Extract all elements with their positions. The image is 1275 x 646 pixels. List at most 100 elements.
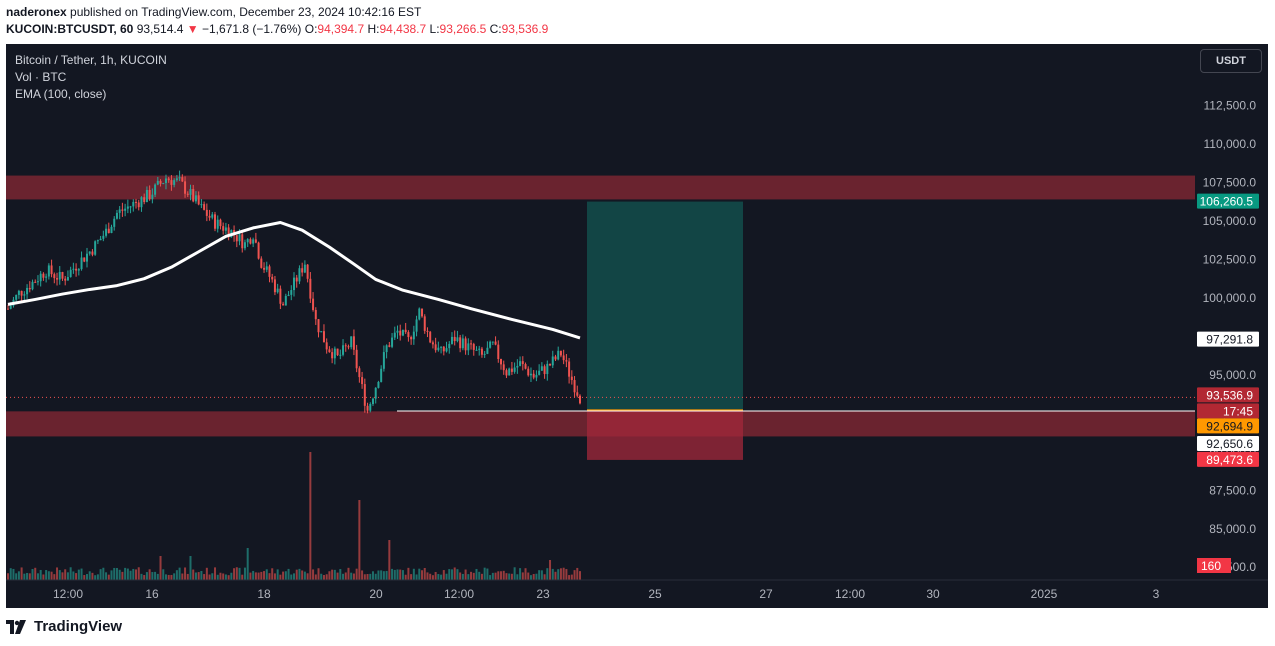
candle-body — [565, 360, 568, 362]
candle-body — [164, 178, 167, 184]
volume-bar — [576, 567, 579, 580]
volume-legend[interactable]: Vol · BTC — [15, 70, 67, 84]
publisher-name[interactable]: naderonex — [6, 5, 67, 19]
candle-body — [388, 345, 391, 347]
candle-body — [489, 341, 492, 348]
candle-body — [301, 268, 304, 273]
candle-body — [467, 343, 470, 351]
candle-body — [374, 387, 377, 399]
volume-bar — [227, 575, 230, 580]
candle-body — [58, 272, 61, 280]
resistance-zone — [6, 175, 1195, 200]
volume-bar — [510, 573, 513, 580]
candle-body — [491, 341, 494, 343]
volume-bar — [203, 574, 206, 580]
candle-body — [282, 303, 285, 306]
candle-body — [208, 215, 211, 218]
candle-body — [20, 290, 23, 296]
volume-bar — [222, 573, 225, 580]
volume-bar — [252, 570, 255, 580]
volume-bar — [382, 571, 385, 580]
candle-body — [385, 345, 388, 353]
volume-bar — [88, 571, 91, 580]
volume-bar — [246, 548, 249, 580]
currency-button[interactable]: USDT — [1200, 49, 1262, 73]
volume-bar — [56, 567, 59, 580]
candle-body — [350, 336, 353, 348]
volume-bar — [352, 573, 355, 580]
candle-body — [459, 337, 462, 349]
price-tick-label: 110,000.0 — [1204, 137, 1257, 151]
candle-body — [559, 350, 562, 356]
candle-body — [235, 235, 238, 242]
volume-bar — [194, 572, 197, 580]
volume-bar — [442, 570, 445, 580]
position-target-area — [587, 201, 743, 411]
volume-bar — [284, 571, 287, 580]
time-tick-label: 3 — [1153, 587, 1160, 601]
price-label-ema-bg — [1197, 331, 1259, 347]
candle-body — [156, 180, 159, 185]
candle-body — [94, 241, 97, 255]
candle-body — [170, 180, 173, 185]
candle-body — [546, 363, 549, 375]
volume-bar — [26, 572, 29, 580]
volume-bar — [72, 571, 75, 580]
time-tick-label: 25 — [648, 587, 662, 601]
candle-body — [211, 214, 214, 218]
volume-bar — [265, 569, 268, 580]
volume-bar — [342, 573, 345, 580]
volume-bar — [565, 569, 568, 580]
volume-bar — [314, 574, 317, 580]
price-label-countdown: 17:45 — [1223, 404, 1253, 418]
price-label-target: 106,260.5 — [1200, 195, 1254, 209]
volume-bar — [211, 573, 214, 580]
candle-body — [320, 331, 323, 333]
candle-body — [72, 268, 75, 270]
candle-body — [252, 239, 255, 244]
volume-bar — [39, 569, 42, 580]
volume-bar — [391, 568, 394, 580]
candle-body — [159, 180, 162, 184]
volume-bar — [99, 569, 102, 580]
volume-bar — [238, 567, 241, 580]
volume-bar — [470, 571, 473, 580]
candle-body — [412, 331, 415, 340]
volume-bar — [140, 573, 143, 580]
volume-bar — [472, 572, 475, 580]
volume-bar — [214, 567, 217, 580]
time-tick-label: 12:00 — [835, 587, 865, 601]
volume-bar — [508, 573, 511, 580]
volume-bar — [118, 569, 121, 580]
candle-body — [421, 308, 424, 317]
candle-body — [540, 366, 543, 371]
candle-body — [91, 251, 94, 255]
volume-bar — [293, 573, 295, 580]
candle-body — [154, 184, 157, 195]
chart-title[interactable]: Bitcoin / Tether, 1h, KUCOIN — [15, 53, 167, 67]
candle-body — [96, 240, 99, 242]
volume-bar — [42, 574, 45, 580]
candle-body — [268, 266, 271, 277]
change-arrow: ▼ — [186, 22, 199, 36]
ema-legend[interactable]: EMA (100, close) — [15, 87, 107, 101]
volume-bar — [399, 569, 402, 580]
volume-bar — [192, 569, 195, 580]
volume-bar — [418, 568, 421, 580]
volume-bar — [377, 570, 380, 580]
position-stop-area — [587, 410, 743, 460]
volume-bar — [456, 569, 459, 580]
volume-bar — [216, 574, 219, 580]
candle-body — [243, 242, 246, 249]
volume-bar — [461, 573, 464, 580]
volume-bar — [333, 569, 336, 580]
price-tick-label: 107,500.0 — [1203, 176, 1257, 190]
volume-bar — [459, 572, 462, 580]
time-tick-label: 23 — [536, 587, 550, 601]
volume-bar — [475, 568, 478, 580]
last-price: 93,514.4 — [136, 22, 184, 36]
candle-body — [129, 206, 132, 208]
volume-bar — [415, 574, 418, 580]
volume-bar — [85, 574, 88, 580]
